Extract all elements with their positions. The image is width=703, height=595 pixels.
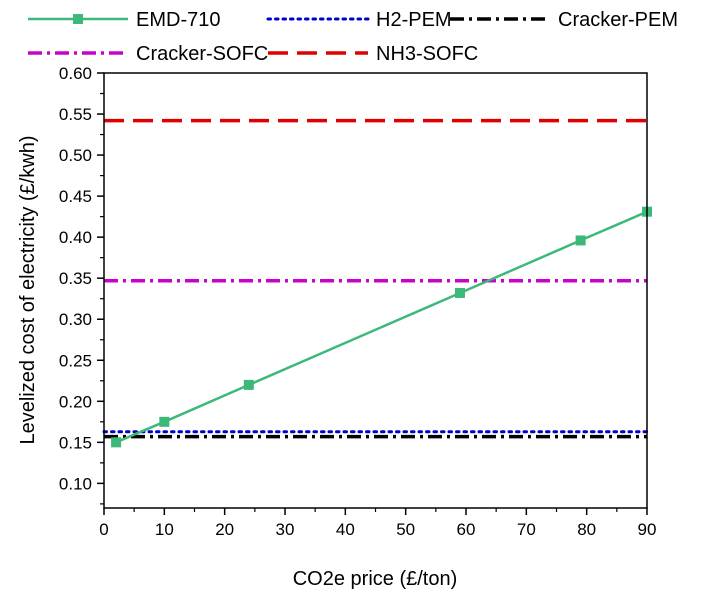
data-point-emd-710: [159, 416, 170, 427]
legend-label-cracker-pem: Cracker-PEM: [558, 9, 678, 31]
y-tick-label: 0.60: [59, 64, 92, 83]
legend-marker-emd-710: [73, 14, 83, 24]
x-tick-label: 0: [99, 520, 108, 539]
series-line-emd-710: [115, 210, 648, 444]
x-tick-label: 30: [276, 520, 295, 539]
legend-label-cracker-sofc: Cracker-SOFC: [136, 43, 268, 65]
x-tick-label: 50: [396, 520, 415, 539]
y-tick-label: 0.40: [59, 228, 92, 247]
plot-frame: [103, 72, 648, 509]
x-tick-label: 20: [215, 520, 234, 539]
y-axis-title: Levelized cost of electricity (£/kwh): [17, 135, 39, 444]
y-tick-label: 0.30: [59, 310, 92, 329]
x-tick-label: 40: [336, 520, 355, 539]
y-tick-label: 0.20: [59, 392, 92, 411]
x-tick-label: 10: [155, 520, 174, 539]
data-point-emd-710: [575, 235, 586, 246]
series-layer: [102, 118, 652, 448]
x-tick-label: 90: [638, 520, 657, 539]
x-axis-ticks: 0 10 20 30 40 50 60 70 80 90: [99, 508, 656, 539]
y-tick-label: 0.25: [59, 351, 92, 370]
y-tick-label: 0.50: [59, 146, 92, 165]
legend-label-h2-pem: H2-PEM: [376, 9, 452, 31]
legend-label-emd-710: EMD-710: [136, 9, 220, 31]
y-tick-label: 0.55: [59, 105, 92, 124]
x-tick-label: 60: [457, 520, 476, 539]
legend: EMD-710 H2-PEM Cracker-PEM Cracker-SOFC NH3-…: [28, 9, 678, 65]
y-tick-label: 0.15: [59, 433, 92, 452]
data-point-emd-710: [454, 287, 465, 298]
x-axis-title: CO2e price (£/ton): [293, 568, 458, 590]
data-point-emd-710: [111, 437, 122, 448]
y-tick-label: 0.35: [59, 269, 92, 288]
legend-label-nh3-sofc: NH3-SOFC: [376, 43, 478, 65]
data-point-emd-710: [243, 379, 254, 390]
y-axis-ticks: 0.10 0.15 0.20 0.25 0.30 0.35 0.40 0.45 0.50 0.55…: [59, 64, 104, 505]
y-tick-label: 0.45: [59, 187, 92, 206]
y-tick-label: 0.10: [59, 474, 92, 493]
x-tick-label: 80: [577, 520, 596, 539]
x-tick-label: 70: [517, 520, 536, 539]
